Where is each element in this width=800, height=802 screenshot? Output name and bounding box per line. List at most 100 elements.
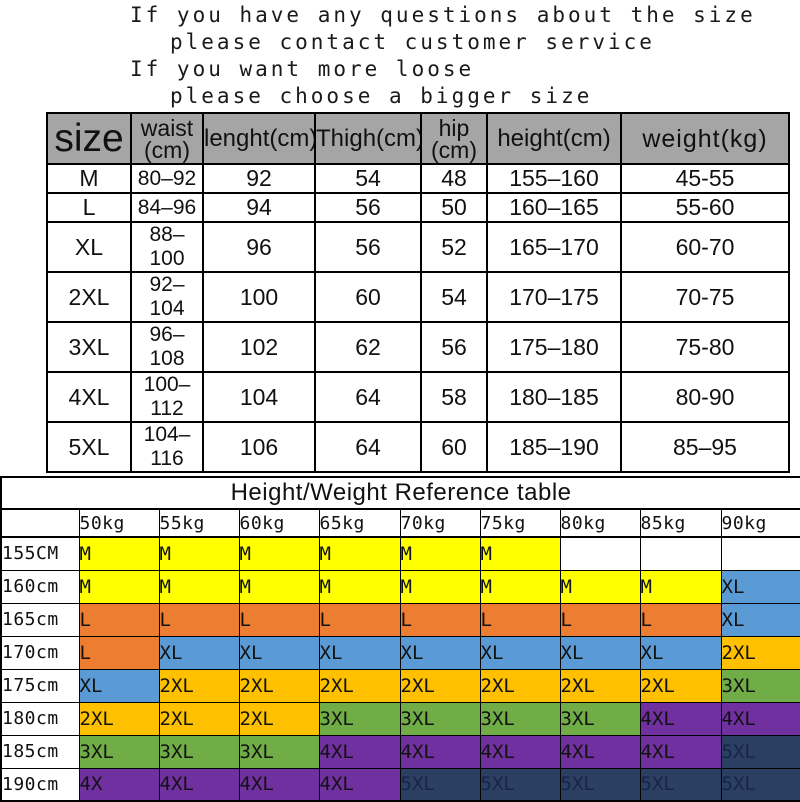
size-header-thigh: Thigh(cm) bbox=[314, 112, 422, 165]
size-zone-cell: 2XL bbox=[158, 701, 240, 736]
empty-cell bbox=[559, 536, 641, 571]
size-value-cell: 52 bbox=[420, 221, 488, 273]
ref-table-row: 185cm 3XL 3XL 3XL 4XL 4XL 4XL 4XL 4XL 5XL bbox=[0, 734, 800, 769]
reference-table: Height/Weight Reference table 50kg 55kg 60… bbox=[0, 476, 800, 802]
ref-table-row: 175cm XL 2XL 2XL 2XL 2XL 2XL 2XL 2XL 3XL bbox=[0, 668, 800, 703]
size-zone-cell: 2XL bbox=[639, 668, 722, 703]
size-value-cell: 102 bbox=[202, 321, 316, 373]
size-value-cell: 70-75 bbox=[620, 271, 790, 323]
size-zone-cell: M bbox=[238, 569, 320, 604]
weight-header-cell: 90kg bbox=[720, 508, 800, 538]
size-table-row: 3XL 96–108 102 62 56 175–180 75-80 bbox=[46, 321, 790, 373]
ref-table-row: 160cm M M M M M M M M XL bbox=[0, 569, 800, 604]
size-value-cell: 100 bbox=[202, 271, 316, 323]
size-zone-cell: XL bbox=[720, 602, 800, 637]
size-value-cell: 170–175 bbox=[486, 271, 622, 323]
size-zone-cell: 2XL bbox=[479, 668, 561, 703]
size-zone-cell: M bbox=[78, 536, 160, 571]
size-value-cell: 160–165 bbox=[486, 192, 622, 223]
size-zone-cell: 2XL bbox=[238, 701, 320, 736]
notice-line-4: please choose a bigger size bbox=[170, 84, 593, 108]
size-table-row: L 84–96 94 56 50 160–165 55-60 bbox=[46, 192, 790, 223]
size-zone-cell: M bbox=[158, 569, 240, 604]
size-zone-cell: 4XL bbox=[158, 767, 240, 802]
size-table-header: size waist (cm) lenght(cm) Thigh(cm) hip (cm… bbox=[46, 112, 790, 165]
size-zone-cell: 4XL bbox=[639, 701, 722, 736]
size-value-cell: 56 bbox=[314, 192, 422, 223]
weight-header-cell: 80kg bbox=[559, 508, 641, 538]
notice-line-3: If you want more loose bbox=[130, 57, 475, 81]
size-value-cell: 80–92 bbox=[130, 163, 204, 194]
size-value-cell: 155–160 bbox=[486, 163, 622, 194]
weight-header-cell: 50kg bbox=[78, 508, 160, 538]
size-value-cell: 54 bbox=[420, 271, 488, 323]
size-zone-cell: XL bbox=[559, 635, 641, 670]
size-zone-cell: 2XL bbox=[238, 668, 320, 703]
size-value-cell: 96–108 bbox=[130, 321, 204, 373]
size-value-cell: 85–95 bbox=[620, 421, 790, 473]
size-zone-cell: M bbox=[78, 569, 160, 604]
size-zone-cell: 3XL bbox=[78, 734, 160, 769]
size-value-cell: 64 bbox=[314, 421, 422, 473]
size-value-cell: 55-60 bbox=[620, 192, 790, 223]
size-value-cell: 56 bbox=[420, 321, 488, 373]
size-zone-cell: 5XL bbox=[720, 734, 800, 769]
weight-header-cell: 75kg bbox=[479, 508, 561, 538]
notice-line-1: If you have any questions about the size bbox=[130, 3, 756, 27]
size-header-weight: weight(kg) bbox=[620, 112, 790, 165]
size-zone-cell: XL bbox=[158, 635, 240, 670]
size-zone-cell: M bbox=[238, 536, 320, 571]
size-zone-cell: XL bbox=[318, 635, 401, 670]
weight-header-cell: 70kg bbox=[399, 508, 481, 538]
ref-table-row: 190cm 4X 4XL 4XL 4XL 5XL 5XL 5XL 5XL 5XL bbox=[0, 767, 800, 802]
size-zone-cell: M bbox=[479, 536, 561, 571]
size-value-cell: 80-90 bbox=[620, 371, 790, 423]
size-zone-cell: M bbox=[399, 536, 481, 571]
size-value-cell: 64 bbox=[314, 371, 422, 423]
size-zone-cell: M bbox=[318, 569, 401, 604]
weight-header-cell: 85kg bbox=[639, 508, 722, 538]
size-zone-cell: 4XL bbox=[720, 701, 800, 736]
size-header-lenght: lenght(cm) bbox=[202, 112, 316, 165]
size-label-cell: 3XL bbox=[46, 321, 132, 373]
size-zone-cell: XL bbox=[639, 635, 722, 670]
size-zone-cell: 5XL bbox=[559, 767, 641, 802]
size-zone-cell: 3XL bbox=[479, 701, 561, 736]
size-header-waist: waist (cm) bbox=[130, 112, 204, 165]
size-zone-cell: L bbox=[639, 602, 722, 637]
size-value-cell: 106 bbox=[202, 421, 316, 473]
size-value-cell: 100–112 bbox=[130, 371, 204, 423]
size-zone-cell: 2XL bbox=[158, 668, 240, 703]
ref-table-row: 155CM M M M M M M bbox=[0, 536, 800, 571]
reference-table-title: Height/Weight Reference table bbox=[0, 476, 800, 510]
size-zone-cell: 2XL bbox=[720, 635, 800, 670]
size-zone-cell: L bbox=[78, 602, 160, 637]
size-table-row: M 80–92 92 54 48 155–160 45-55 bbox=[46, 163, 790, 194]
size-zone-cell: M bbox=[559, 569, 641, 604]
size-value-cell: 60 bbox=[314, 271, 422, 323]
size-zone-cell: 2XL bbox=[559, 668, 641, 703]
height-label-cell: 165cm bbox=[0, 602, 80, 637]
size-value-cell: 94 bbox=[202, 192, 316, 223]
size-value-cell: 60 bbox=[420, 421, 488, 473]
size-value-cell: 104–116 bbox=[130, 421, 204, 473]
size-zone-cell: 2XL bbox=[318, 668, 401, 703]
ref-corner-cell bbox=[0, 508, 80, 538]
size-value-cell: 56 bbox=[314, 221, 422, 273]
size-zone-cell: 4XL bbox=[479, 734, 561, 769]
size-value-cell: 92–104 bbox=[130, 271, 204, 323]
size-zone-cell: 4XL bbox=[639, 734, 722, 769]
empty-cell bbox=[639, 536, 722, 571]
size-value-cell: 84–96 bbox=[130, 192, 204, 223]
size-label-cell: XL bbox=[46, 221, 132, 273]
weight-header-cell: 55kg bbox=[158, 508, 240, 538]
size-zone-cell: XL bbox=[399, 635, 481, 670]
size-zone-cell: M bbox=[639, 569, 722, 604]
size-zone-cell: L bbox=[318, 602, 401, 637]
size-zone-cell: M bbox=[479, 569, 561, 604]
weight-header-cell: 65kg bbox=[318, 508, 401, 538]
height-label-cell: 180cm bbox=[0, 701, 80, 736]
size-zone-cell: L bbox=[479, 602, 561, 637]
size-zone-cell: L bbox=[559, 602, 641, 637]
